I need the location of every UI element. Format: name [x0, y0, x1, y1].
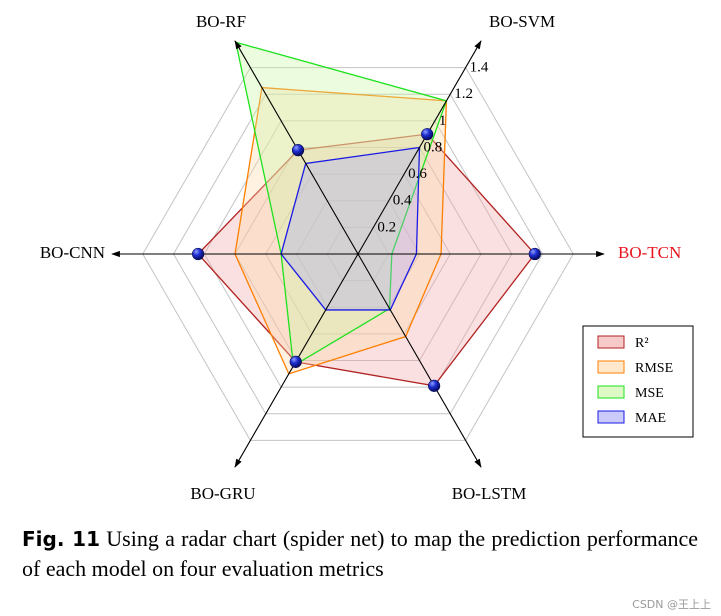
caption-text: Using a radar chart (spider net) to map … [22, 526, 698, 581]
legend-swatch-2 [597, 360, 625, 374]
axis-line-2 [357, 40, 482, 255]
data-point-2 [421, 128, 434, 141]
legend-label-1: R² [635, 336, 649, 351]
tick-label-6: 1.2 [454, 86, 473, 102]
watermark: CSDN @王上上 [632, 598, 711, 611]
legend-swatch-1 [597, 335, 625, 349]
data-point-1 [528, 247, 541, 261]
axis-label-bo-rf: BO-RF [196, 12, 246, 31]
data-point-3 [291, 144, 305, 157]
tick-label-2: 0.4 [393, 193, 412, 209]
data-point-4 [192, 247, 205, 261]
tick-label-1: 0.2 [377, 219, 396, 235]
legend-label-4: MAE [635, 411, 666, 426]
figure-caption: Fig. 11 Using a radar chart (spider net)… [22, 524, 698, 583]
radar-chart: 0.2 0.4 0.6 0.8 1 1.2 1.4 BO-TCN BO-SVM BO-RF BO-C… [40, 12, 694, 503]
legend-swatch-3 [597, 385, 625, 399]
tick-label-4: 0.8 [424, 139, 443, 155]
axis-label-bo-cnn: BO-CNN [40, 243, 105, 262]
axis-line-6 [357, 253, 482, 468]
legend-swatch-4 [597, 410, 625, 424]
legend-label-2: RMSE [635, 361, 673, 376]
axis-label-bo-lstm: BO-LSTM [452, 484, 527, 503]
tick-label-7: 1.4 [470, 60, 489, 76]
tick-label-5: 1 [439, 113, 447, 129]
axis-label-bo-tcn: BO-TCN [618, 243, 681, 262]
tick-label-3: 0.6 [408, 166, 427, 182]
figure-label: Fig. 11 [22, 527, 100, 551]
data-point-6 [428, 379, 441, 392]
data-point-5 [289, 355, 302, 368]
legend-label-3: MSE [635, 386, 664, 401]
axis-label-bo-gru: BO-GRU [190, 484, 255, 503]
axis-label-bo-svm: BO-SVM [489, 12, 555, 31]
